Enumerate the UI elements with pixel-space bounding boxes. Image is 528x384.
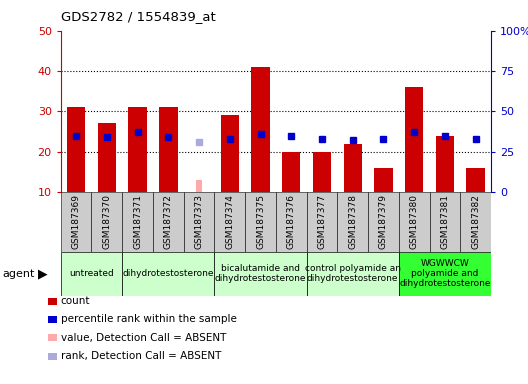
Bar <box>460 192 491 252</box>
Text: GSM187370: GSM187370 <box>102 194 111 249</box>
Text: GSM187378: GSM187378 <box>348 194 357 249</box>
Bar <box>61 252 122 296</box>
Text: value, Detection Call = ABSENT: value, Detection Call = ABSENT <box>61 333 226 343</box>
Bar <box>251 67 270 192</box>
Bar <box>91 192 122 252</box>
Bar <box>405 87 423 192</box>
Text: rank, Detection Call = ABSENT: rank, Detection Call = ABSENT <box>61 351 221 361</box>
Bar <box>436 136 454 192</box>
Bar <box>214 192 245 252</box>
Text: GSM187377: GSM187377 <box>317 194 326 249</box>
Text: GSM187369: GSM187369 <box>72 194 81 249</box>
Bar <box>214 252 307 296</box>
Bar <box>61 192 91 252</box>
Bar <box>184 192 214 252</box>
Text: GSM187381: GSM187381 <box>440 194 449 249</box>
Text: GSM187375: GSM187375 <box>256 194 265 249</box>
Bar <box>374 168 393 192</box>
Bar <box>196 180 202 192</box>
Text: ▶: ▶ <box>38 267 48 280</box>
Text: GSM187372: GSM187372 <box>164 194 173 249</box>
Bar <box>122 252 214 296</box>
Bar <box>313 152 331 192</box>
Bar <box>153 192 184 252</box>
Text: dihydrotestosterone: dihydrotestosterone <box>122 269 214 278</box>
Text: GDS2782 / 1554839_at: GDS2782 / 1554839_at <box>61 10 215 23</box>
Text: control polyamide an
dihydrotestosterone: control polyamide an dihydrotestosterone <box>305 264 401 283</box>
Text: GSM187373: GSM187373 <box>194 194 203 249</box>
Bar <box>466 168 485 192</box>
Bar <box>399 192 430 252</box>
Text: GSM187379: GSM187379 <box>379 194 388 249</box>
Bar <box>67 108 86 192</box>
Text: percentile rank within the sample: percentile rank within the sample <box>61 314 237 324</box>
Bar <box>337 192 368 252</box>
Text: count: count <box>61 296 90 306</box>
Bar <box>122 192 153 252</box>
Bar <box>368 192 399 252</box>
Text: GSM187371: GSM187371 <box>133 194 142 249</box>
Bar <box>128 108 147 192</box>
Bar <box>221 115 239 192</box>
Bar <box>307 252 399 296</box>
Text: GSM187382: GSM187382 <box>471 194 480 249</box>
Bar <box>430 192 460 252</box>
Bar <box>344 144 362 192</box>
Bar <box>98 124 116 192</box>
Text: bicalutamide and
dihydrotestosterone: bicalutamide and dihydrotestosterone <box>215 264 306 283</box>
Bar <box>245 192 276 252</box>
Text: GSM187374: GSM187374 <box>225 194 234 249</box>
Text: GSM187380: GSM187380 <box>410 194 419 249</box>
Bar <box>399 252 491 296</box>
Bar <box>159 108 177 192</box>
Bar <box>276 192 307 252</box>
Text: WGWWCW
polyamide and
dihydrotestosterone: WGWWCW polyamide and dihydrotestosterone <box>399 259 491 288</box>
Text: untreated: untreated <box>69 269 114 278</box>
Text: GSM187376: GSM187376 <box>287 194 296 249</box>
Text: agent: agent <box>3 268 35 279</box>
Bar <box>307 192 337 252</box>
Bar <box>282 152 300 192</box>
